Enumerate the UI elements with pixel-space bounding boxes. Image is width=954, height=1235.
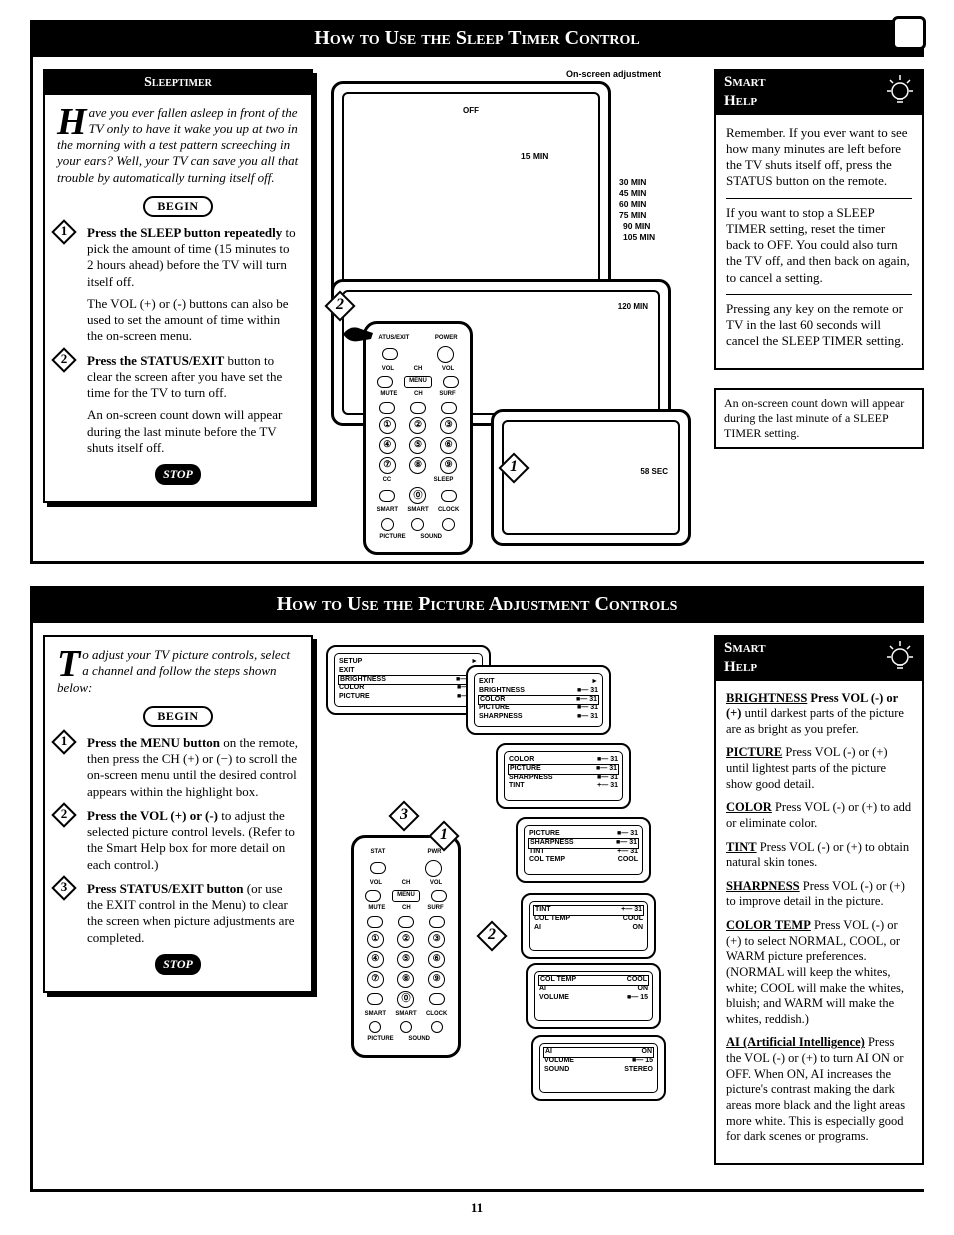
section1-title-bar: How to Use the Sleep Timer Control [30, 20, 924, 57]
dropcap: H [57, 107, 87, 137]
section1-title: How to Use the Sleep Timer Control [314, 27, 639, 49]
step-1: 1 Press the SLEEP button repeatedly to p… [57, 225, 299, 345]
sleep-diagram: On-screen adjustment OFF 15 MIN 30 MIN 4… [321, 69, 706, 549]
smarthelp2-item: TINT Press VOL (-) or (+) to obtain natu… [726, 840, 912, 871]
page-number: 11 [30, 1200, 924, 1216]
pic-step-2: 2 Press the VOL (+) or (-) to adjust the… [57, 808, 299, 873]
picture-intro: T o adjust your TV picture controls, sel… [57, 647, 299, 696]
osd-screen-3: COLOR■— 31PICTURE■— 31SHARPNESS■— 31TINT… [496, 743, 631, 809]
onscreen-adj-label: On-screen adjustment [566, 69, 661, 80]
smarthelp2-item: SHARPNESS Press VOL (-) or (+) to improv… [726, 879, 912, 910]
smarthelp-p1: Remember. If you ever want to see how ma… [726, 125, 912, 190]
stop-badge: STOP [57, 464, 299, 485]
smarthelp2-item: AI (Artificial Intelligence) Press the V… [726, 1035, 912, 1144]
step-2: 2 Press the STATUS/EXIT button to clear … [57, 353, 299, 457]
off-label: OFF [350, 106, 592, 116]
stop-badge-2: STOP [155, 954, 201, 975]
osd-screen-6: COL TEMPCOOLAIONVOLUME■— 15 [526, 963, 661, 1029]
smarthelp2-item: PICTURE Press VOL (-) or (+) until light… [726, 745, 912, 792]
begin-badge: BEGIN [57, 196, 299, 217]
label-30min: 30 MIN [619, 177, 655, 188]
lightbulb-icon [882, 71, 918, 107]
smarthelp-p3: Pressing any key on the remote or TV in … [726, 301, 912, 350]
smart-help-1: Smart Help Remember. If you ever want to… [714, 69, 924, 370]
section1-body: Sleeptimer H ave you ever fallen asleep … [30, 57, 924, 564]
label-120min: 120 MIN [618, 302, 648, 312]
section2-body: T o adjust your TV picture controls, sel… [30, 623, 924, 1192]
smarthelp2-item: COLOR Press VOL (-) or (+) to add or eli… [726, 800, 912, 831]
osd-screen-2: EXIT►BRIGHTNESS■— 31COLOR■— 31PICTURE■— … [466, 665, 611, 735]
section2-title-bar: How to Use the Picture Adjustment Contro… [30, 586, 924, 623]
begin-badge-2: BEGIN [143, 706, 212, 727]
label-15min: 15 MIN [521, 151, 548, 162]
sleeptimer-panel: Sleeptimer H ave you ever fallen asleep … [43, 69, 313, 503]
smart-help-2: Smart Help BRIGHTNESS Press VOL (-) or (… [714, 635, 924, 1165]
lightbulb-icon-2 [882, 637, 918, 673]
osd-screen-4: PICTURE■— 31SHARPNESS■— 31TINT+— 31COL T… [516, 817, 651, 883]
section2-title: How to Use the Picture Adjustment Contro… [277, 593, 678, 615]
countdown-callout: An on-screen count down will appear duri… [714, 388, 924, 449]
smarthelp2-item: COLOR TEMP Press VOL (-) or (+) to selec… [726, 918, 912, 1027]
osd-screen-7: AIONVOLUME■— 15SOUNDSTEREO [531, 1035, 666, 1101]
smarthelp2-item: BRIGHTNESS Press VOL (-) or (+) until da… [726, 691, 912, 738]
pic-step-3: 3 Press STATUS/EXIT button (or use the E… [57, 881, 299, 946]
label-75min: 75 MIN [619, 210, 655, 221]
osd-screen-5: TINT+— 31COL TEMPCOOLAION [521, 893, 656, 959]
label-58sec: 58 SEC [640, 467, 668, 477]
smarthelp-p2: If you want to stop a SLEEP TIMER settin… [726, 205, 912, 286]
sleeptimer-intro: H ave you ever fallen asleep in front of… [57, 105, 299, 186]
hand-icon [341, 319, 381, 349]
picture-panel: T o adjust your TV picture controls, sel… [43, 635, 313, 993]
sleeptimer-header: Sleeptimer [45, 71, 311, 95]
label-60min: 60 MIN [619, 199, 655, 210]
label-90min: 90 MIN [619, 221, 655, 232]
picture-cascade: SETUP►EXIT►BRIGHTNESS■— 31COLOR■— 31PICT… [321, 645, 706, 1185]
label-105min: 105 MIN [619, 232, 655, 243]
remote-control: ATUS/EXITPOWER VOLCHVOL MENU MUTECHSURF … [363, 321, 473, 555]
pic-step-1: 1 Press the MENU button on the remote, t… [57, 735, 299, 800]
remote-control-2: STATPWR VOLCHVOL MENU MUTECHSURF ①②③ ④⑤⑥… [351, 835, 461, 1058]
label-45min: 45 MIN [619, 188, 655, 199]
tab-icon [892, 16, 926, 50]
